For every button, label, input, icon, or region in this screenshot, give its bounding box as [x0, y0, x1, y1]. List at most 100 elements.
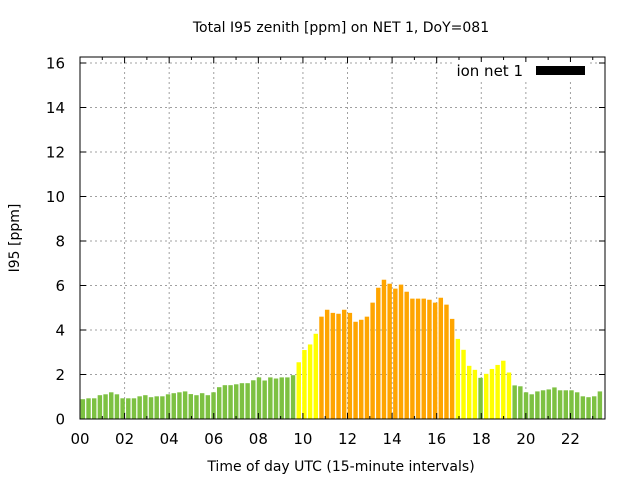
bar: [518, 386, 523, 419]
bar: [478, 377, 483, 419]
y-tick-label: 12: [46, 144, 65, 162]
bar: [574, 392, 580, 419]
bar: [563, 390, 569, 419]
bar: [591, 396, 597, 419]
bars: [80, 279, 603, 419]
bar: [330, 312, 336, 419]
bar: [427, 299, 432, 419]
bar: [449, 318, 455, 419]
y-tick-label: 16: [46, 55, 65, 73]
bar: [80, 399, 86, 419]
bar: [370, 302, 375, 419]
bar: [410, 298, 415, 419]
bar: [228, 385, 233, 419]
bar: [120, 398, 125, 419]
bar: [461, 349, 466, 419]
x-tick-label: 08: [249, 430, 268, 448]
bar: [239, 383, 245, 419]
bar: [347, 312, 353, 419]
x-tick-label: 00: [70, 430, 89, 448]
bar: [273, 378, 279, 419]
bar: [359, 319, 364, 419]
bar: [546, 389, 551, 419]
legend: ion net 1: [452, 62, 588, 80]
bar: [569, 390, 574, 419]
bar: [97, 395, 103, 419]
bar: [353, 321, 358, 419]
x-tick-label: 16: [427, 430, 446, 448]
y-tick-label: 8: [55, 233, 65, 251]
bar: [393, 288, 398, 419]
bar: [302, 350, 307, 419]
y-tick-label: 14: [46, 99, 65, 117]
x-tick-label: 20: [516, 430, 535, 448]
x-axis-label: Time of day UTC (15-minute intervals): [206, 459, 474, 475]
bar: [404, 291, 409, 419]
bar: [103, 394, 108, 419]
bar: [109, 392, 114, 419]
bar: [523, 392, 529, 419]
bar: [580, 396, 586, 419]
bar: [597, 391, 603, 419]
bar: [415, 298, 421, 419]
bar: [256, 377, 262, 419]
bar: [364, 316, 370, 419]
bar: [432, 302, 438, 419]
y-axis-ticks: 0 2 4 6 8 10 12 14 16: [46, 55, 605, 429]
bar: [324, 309, 330, 419]
bar: [313, 333, 319, 419]
bar: [484, 373, 489, 419]
bar: [307, 344, 313, 419]
plot-frame: [79, 56, 606, 420]
bar: [444, 304, 449, 419]
bar: [557, 390, 563, 419]
bar: [251, 380, 256, 419]
x-tick-label: 10: [293, 430, 312, 448]
x-tick-label: 18: [472, 430, 491, 448]
bar: [552, 387, 557, 419]
chart-title: Total I95 zenith [ppm] on NET 1, DoY=081: [192, 20, 489, 36]
bar: [148, 397, 154, 419]
grid: [80, 57, 605, 419]
bar: [466, 365, 472, 419]
x-tick-label: 14: [383, 430, 402, 448]
bar: [285, 377, 290, 419]
bar: [199, 393, 205, 419]
bar: [501, 360, 506, 419]
bar: [472, 369, 478, 419]
bar: [222, 385, 228, 419]
bar: [182, 391, 188, 419]
x-tick-label: 02: [115, 430, 134, 448]
bar: [421, 298, 426, 419]
y-tick-label: 4: [55, 322, 65, 340]
bar: [194, 395, 199, 419]
y-tick-label: 10: [46, 188, 65, 206]
bar: [336, 313, 341, 419]
bar: [381, 279, 387, 419]
x-tick-label: 06: [204, 430, 223, 448]
bar: [529, 394, 534, 419]
bar: [268, 377, 273, 419]
bar: [387, 283, 392, 419]
bar: [211, 392, 216, 419]
x-tick-label: 22: [561, 430, 580, 448]
bar: [91, 398, 97, 419]
x-tick-label: 04: [160, 430, 179, 448]
x-axis-ticks: 00 02 04 06 08 10 12 14 16 18 20 22: [70, 57, 594, 448]
bar: [171, 393, 176, 419]
bar: [126, 398, 131, 419]
bar: [438, 297, 444, 419]
bar: [86, 398, 91, 419]
bar: [165, 394, 171, 419]
bar: [216, 387, 222, 419]
bar: [586, 397, 591, 419]
y-tick-label: 2: [55, 366, 65, 384]
bar: [489, 368, 495, 419]
legend-label: ion net 1: [456, 62, 523, 80]
bar: [245, 383, 250, 419]
bar: [234, 384, 239, 419]
bar: [160, 396, 165, 419]
legend-swatch: [536, 66, 585, 75]
bar: [177, 392, 182, 419]
